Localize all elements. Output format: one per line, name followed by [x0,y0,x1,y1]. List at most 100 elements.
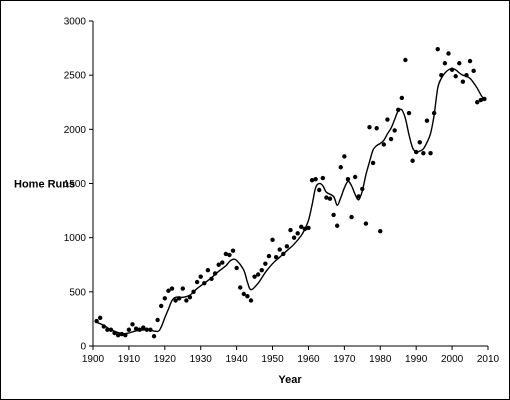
x-tick-label: 1990 [405,354,428,365]
data-point [266,253,272,259]
data-point [475,100,480,105]
x-tick-label: 1920 [154,354,177,365]
data-point [467,58,473,64]
data-point [370,160,376,166]
data-point [482,96,487,102]
trend-line [96,67,485,335]
data-point [388,136,394,142]
data-point [478,97,484,103]
x-tick-label: 2000 [441,354,464,365]
data-point [421,150,426,156]
data-point [392,128,397,133]
data-point [374,126,379,131]
data-point [317,187,322,193]
data-point [270,237,275,243]
data-point [413,149,419,155]
data-point [94,318,99,324]
data-point [378,228,383,234]
data-point [259,267,264,273]
data-point [130,322,135,327]
data-point [137,327,142,332]
data-point [324,195,329,200]
data-point [460,79,466,84]
data-point [449,67,455,72]
data-point [144,327,150,332]
x-tick-label: 1960 [297,354,320,365]
data-point [119,331,124,337]
data-point [439,72,444,78]
data-point [406,110,412,116]
data-point [356,194,361,199]
data-point [133,326,139,331]
y-tick-label: 1000 [64,233,87,244]
data-point [457,61,462,66]
axes [92,21,488,347]
data-point [166,288,171,293]
data-point [277,247,282,252]
data-point [151,334,157,339]
data-points [94,46,487,339]
data-point [349,214,354,220]
data-point [403,57,408,63]
data-point [295,231,300,236]
data-point [241,291,247,297]
data-point [453,74,458,79]
data-point [331,212,336,218]
x-tick-label: 1900 [82,354,105,365]
data-point [216,262,221,267]
x-tick-label: 1940 [226,354,249,365]
data-point [245,293,250,299]
data-point [309,178,315,183]
data-point [234,265,239,271]
data-point [399,95,405,101]
data-point [202,280,207,286]
data-point [284,244,290,249]
data-point [220,260,225,265]
data-point [248,298,254,303]
data-point [410,158,415,163]
data-point [299,224,304,230]
y-tick-label: 1500 [64,179,87,190]
data-point [155,317,160,323]
y-axis-title: Home Runs [14,179,75,191]
data-point [313,176,318,182]
data-point [396,107,401,113]
data-point [327,196,333,201]
y-ticks: 0 500 1000 1500 2000 2500 3000 [64,17,93,353]
data-point [424,118,430,123]
data-point [97,315,103,321]
data-point [212,271,218,276]
data-point [360,186,365,192]
x-tick-label: 1980 [369,354,392,365]
data-point [345,176,351,182]
data-point [169,286,175,291]
data-point [187,295,193,300]
data-point [367,124,372,130]
data-point [148,327,153,332]
data-point [435,46,440,52]
y-tick-label: 3000 [64,17,87,28]
data-point [428,150,433,156]
data-point [101,324,106,329]
data-point [194,279,200,285]
data-point [176,296,182,301]
x-tick-label: 1910 [118,354,141,365]
y-tick-label: 2500 [64,71,87,82]
y-tick-label: 500 [69,287,86,298]
data-point [255,272,261,277]
data-point [238,285,243,290]
data-point [112,330,117,336]
data-point [108,327,114,332]
data-point [273,254,279,260]
data-point [209,276,214,282]
data-point [223,251,229,257]
data-point [338,165,343,170]
data-point [302,226,308,232]
data-point [431,110,437,116]
x-axis-title: Year [278,374,302,386]
data-point [184,298,189,303]
data-point [342,154,347,159]
x-tick-label: 1950 [261,354,284,365]
